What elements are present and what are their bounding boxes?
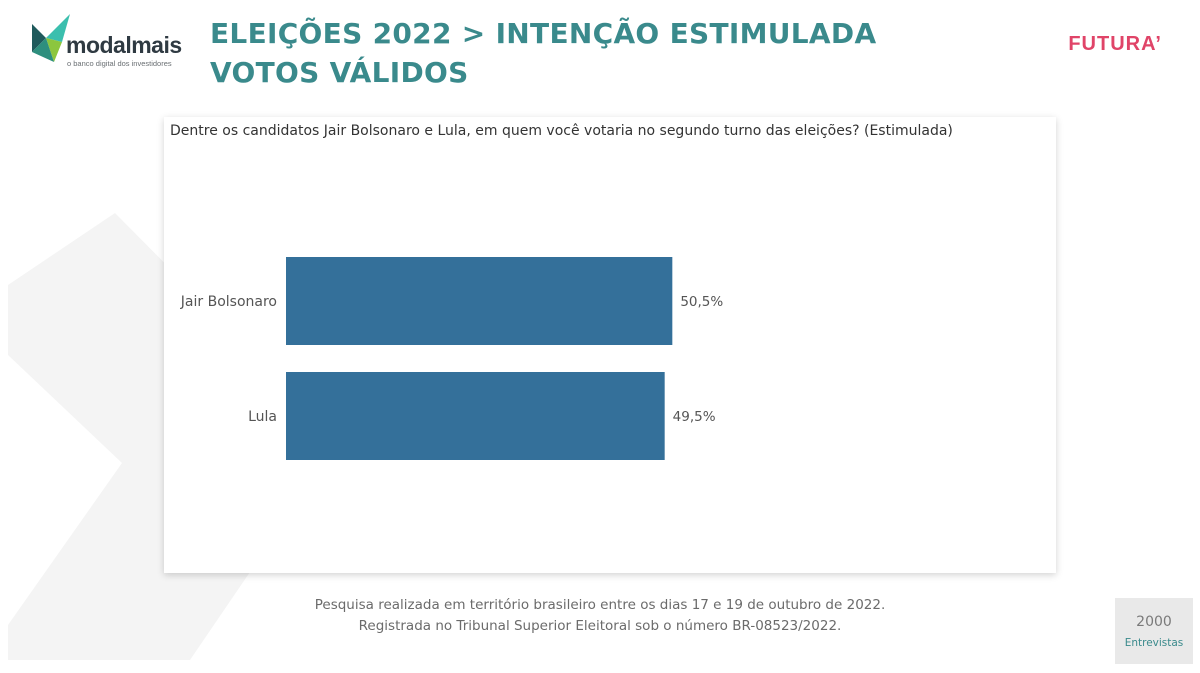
bar-jair-bolsonaro xyxy=(286,257,673,345)
sample-size-box: 2000 Entrevistas xyxy=(1115,598,1193,664)
modalmais-x-logo-icon xyxy=(32,14,70,62)
bar-lula xyxy=(286,372,665,460)
sample-label: Entrevistas xyxy=(1124,637,1184,649)
logo-wordmark: modalmais xyxy=(66,32,182,58)
value-label-lula: 49,5% xyxy=(673,409,716,425)
footnote: Pesquisa realizada em território brasile… xyxy=(200,595,1000,637)
modalmais-logo: modalmais o banco digital dos investidor… xyxy=(30,12,190,72)
chart-question: Dentre os candidatos Jair Bolsonaro e Lu… xyxy=(170,123,953,139)
bar-chart: Jair Bolsonaro 50,5% Lula 49,5% xyxy=(180,257,723,460)
logo-tagline: o banco digital dos investidores xyxy=(67,59,172,68)
category-label-jair-bolsonaro: Jair Bolsonaro xyxy=(180,294,277,310)
chart-card: Jair Bolsonaro 50,5% Lula 49,5% Dentre os c… xyxy=(164,117,1056,573)
page-title-line1: ELEIÇÕES 2022 > INTENÇÃO ESTIMULADA xyxy=(210,17,877,50)
sample-count: 2000 xyxy=(1136,614,1172,630)
footnote-line2: Registrada no Tribunal Superior Eleitora… xyxy=(358,618,842,634)
footnote-line1: Pesquisa realizada em território brasile… xyxy=(314,597,886,613)
value-label-jair-bolsonaro: 50,5% xyxy=(680,294,723,310)
futura-logo: FUTURA’ xyxy=(1068,33,1162,55)
page-title: ELEIÇÕES 2022 > INTENÇÃO ESTIMULADA VOTO… xyxy=(210,14,876,92)
category-label-lula: Lula xyxy=(248,409,277,425)
page-title-line2: VOTOS VÁLIDOS xyxy=(210,56,469,89)
